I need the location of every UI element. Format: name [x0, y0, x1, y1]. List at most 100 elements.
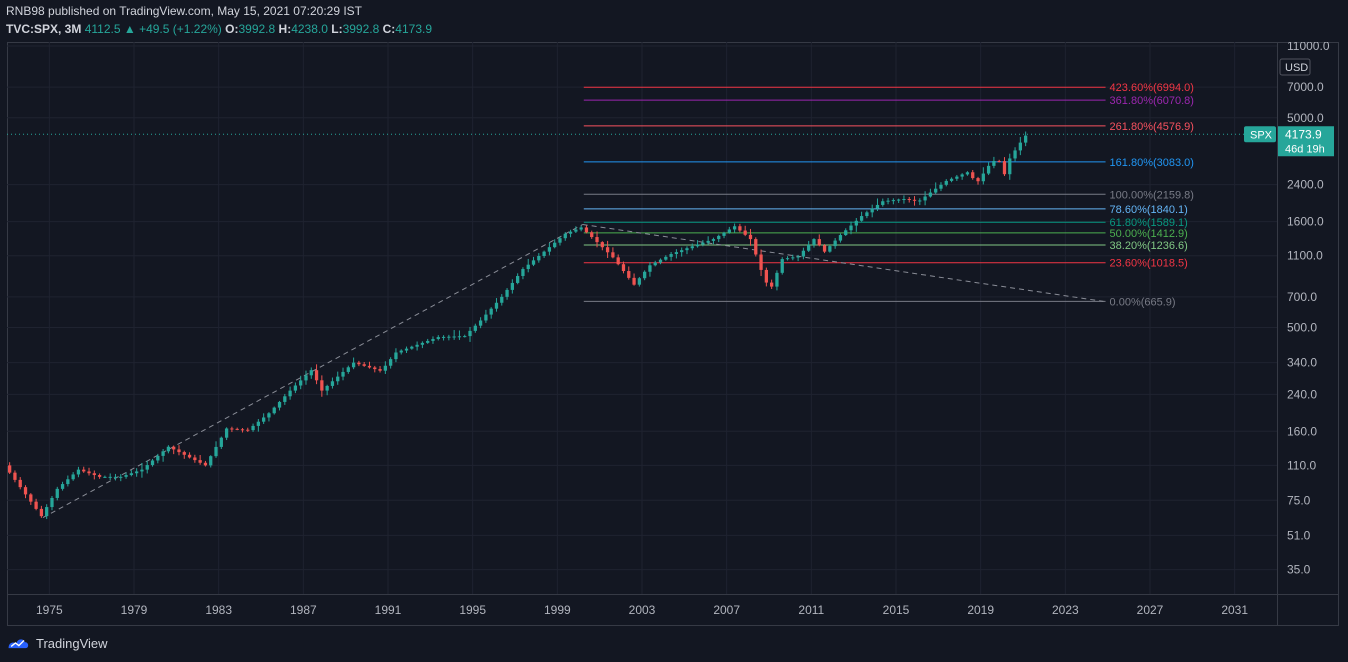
candle-body: [563, 233, 567, 239]
candle-body: [627, 271, 631, 278]
chart-frame: [7, 42, 1339, 626]
candle-body: [780, 259, 784, 273]
candle-body: [309, 370, 313, 376]
candle-body: [283, 396, 287, 402]
candle-body: [182, 452, 186, 455]
fib-level-label: 38.20%(1236.6): [1110, 240, 1188, 252]
candle-body: [235, 428, 239, 430]
footer-brand[interactable]: TradingView: [36, 635, 108, 651]
candle-body: [568, 231, 573, 234]
candle-body: [976, 178, 980, 182]
candle-body: [394, 352, 398, 360]
candle-body: [706, 240, 710, 243]
candle-body: [113, 476, 118, 478]
candle-body: [135, 471, 139, 474]
candle-body: [399, 350, 403, 353]
price-change: ▲ +49.5 (+1.22%): [123, 22, 222, 36]
x-tick-label: 2023: [1052, 603, 1079, 617]
candle-body: [992, 160, 996, 166]
x-tick-label: 1979: [121, 603, 148, 617]
candle-body: [865, 212, 869, 217]
currency-label: USD: [1285, 62, 1308, 74]
candle-body: [558, 238, 562, 243]
candle-body: [796, 256, 800, 258]
candle-body: [928, 192, 933, 197]
candle-body: [351, 362, 356, 368]
candle-body: [1018, 142, 1022, 151]
y-tick-label: 700.0: [1287, 290, 1317, 304]
candle-body: [531, 260, 536, 265]
candle-body: [172, 446, 176, 450]
candle-body: [431, 339, 435, 341]
last-price: 4112.5: [84, 22, 121, 36]
candle-body: [849, 225, 853, 231]
candle-body: [29, 494, 33, 502]
candle-body: [389, 359, 393, 366]
candle-body: [341, 371, 345, 377]
candle-body: [145, 465, 149, 470]
fib-level-label: 361.80%(6070.8): [1110, 95, 1194, 107]
candle-body: [934, 188, 938, 193]
trend-line[interactable]: [582, 223, 1104, 302]
candle-body: [717, 235, 721, 240]
candle-body: [140, 469, 144, 472]
y-tick-label: 500.0: [1287, 321, 1317, 335]
candle-body: [383, 365, 387, 371]
candle-body: [727, 229, 731, 233]
candle-body: [526, 264, 530, 270]
candle-body: [34, 501, 38, 509]
fib-level-label: 50.00%(1412.9): [1110, 228, 1188, 240]
candle-body: [949, 178, 954, 181]
candle-body: [76, 469, 81, 475]
candle-body: [463, 336, 467, 338]
x-tick-label: 2011: [798, 603, 824, 617]
y-tick-label: 240.0: [1287, 387, 1317, 401]
candle-body: [621, 264, 626, 272]
candle-body: [330, 381, 335, 386]
candle-body: [595, 237, 599, 243]
fib-extension[interactable]: 423.60%(6994.0)361.80%(6070.8) 261.80%(45…: [583, 82, 1194, 308]
candle-body: [299, 380, 303, 386]
candle-body: [367, 365, 372, 368]
candle-body: [859, 216, 864, 221]
candle-body: [373, 367, 377, 370]
candle-body: [981, 173, 985, 182]
candle-body: [500, 296, 504, 303]
ohlc-legend: TVC:SPX, 3M 4112.5 ▲ +49.5 (+1.22%) O:39…: [6, 22, 432, 36]
candle-body: [791, 257, 795, 259]
candle-body: [415, 344, 419, 347]
candle-body: [997, 160, 1001, 162]
candle-body: [695, 244, 700, 247]
candle-body: [1002, 161, 1007, 175]
candle-body: [288, 390, 292, 397]
candle-body: [918, 200, 922, 202]
candle-body: [870, 208, 874, 213]
candle-body: [219, 437, 223, 447]
close-value: 4173.9: [395, 22, 432, 36]
x-tick-label: 2027: [1137, 603, 1164, 617]
time-axis[interactable]: 1975 1979 1983 1987 1991 1995 1999 2003 2007 2011…: [36, 603, 1248, 617]
candle-body: [55, 488, 59, 498]
candle-body: [441, 336, 446, 338]
candle-body: [537, 255, 541, 261]
candle-body: [690, 246, 694, 249]
candle-body: [648, 265, 652, 272]
x-tick-label: 1983: [205, 603, 232, 617]
candle-body: [680, 250, 684, 253]
price-chart[interactable]: 423.60%(6994.0)361.80%(6070.8) 261.80%(45…: [7, 42, 1339, 626]
candle-body: [605, 247, 610, 253]
candle-body: [611, 252, 615, 258]
symbol-label[interactable]: TVC:SPX, 3M: [6, 22, 82, 36]
candle-body: [875, 204, 880, 209]
high-label: H:: [278, 22, 292, 36]
candle-body: [579, 227, 583, 230]
y-tick-label: 2400.0: [1287, 178, 1324, 192]
symbol-tag: [1244, 126, 1276, 143]
x-tick-label: 1991: [375, 603, 402, 617]
price-tag: [1278, 126, 1334, 157]
candle-body: [955, 176, 959, 179]
candle-body: [616, 257, 620, 265]
candle-body: [71, 474, 75, 480]
price-axis[interactable]: 11000.0 7000.0 5000.0 2400.0 1600.0 1100.0 700…: [1279, 42, 1330, 577]
candle-body: [436, 337, 440, 340]
